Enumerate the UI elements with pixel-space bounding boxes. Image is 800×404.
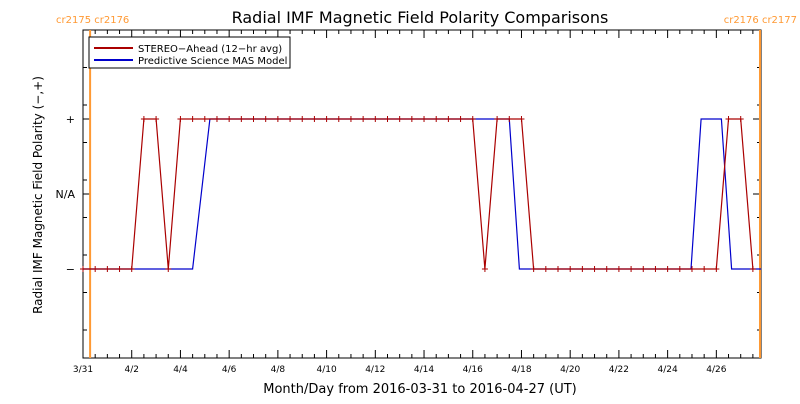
- data-point: [615, 266, 622, 272]
- data-point: [299, 116, 306, 122]
- data-point: [542, 266, 549, 272]
- data-point: [469, 116, 476, 122]
- data-point: [238, 116, 245, 122]
- data-point: [506, 116, 513, 122]
- legend-label-mas: Predictive Science MAS Model: [138, 56, 287, 67]
- data-point: [372, 116, 379, 122]
- data-point: [603, 266, 610, 272]
- x-tick-label: 4/22: [609, 365, 629, 375]
- data-point: [591, 266, 598, 272]
- x-tick-label: 3/31: [73, 365, 93, 375]
- data-point: [640, 266, 647, 272]
- data-point: [457, 116, 464, 122]
- data-point: [421, 116, 428, 122]
- x-tick-label: 4/16: [463, 365, 483, 375]
- data-point: [104, 266, 111, 272]
- data-point: [360, 116, 367, 122]
- data-point: [201, 116, 208, 122]
- data-point: [408, 116, 415, 122]
- data-point: [494, 116, 501, 122]
- carrington-label-left: cr2175 cr2176: [56, 15, 129, 26]
- data-point: [262, 116, 269, 122]
- data-point: [250, 116, 257, 122]
- chart-title: Radial IMF Magnetic Field Polarity Compa…: [232, 8, 609, 27]
- data-point: [335, 116, 342, 122]
- data-point: [189, 116, 196, 122]
- x-tick-label: 4/18: [511, 365, 531, 375]
- legend-box: [88, 36, 291, 69]
- data-point: [287, 116, 294, 122]
- x-tick-label: 4/2: [124, 365, 138, 375]
- data-point: [274, 116, 281, 122]
- data-point: [579, 266, 586, 272]
- legend: STEREO−Ahead (12−hr avg) Predictive Scie…: [88, 36, 291, 69]
- data-point: [749, 266, 756, 272]
- data-point: [628, 266, 635, 272]
- data-point: [116, 266, 123, 272]
- data-point: [140, 116, 147, 122]
- data-point: [165, 266, 172, 272]
- data-point: [80, 266, 86, 272]
- data-point: [481, 266, 488, 272]
- data-point: [177, 116, 184, 122]
- data-point: [555, 266, 562, 272]
- y-tick-label: −: [66, 263, 75, 276]
- data-point: [664, 266, 671, 272]
- data-point: [323, 116, 330, 122]
- data-point: [347, 116, 354, 122]
- y-tick-label: +: [66, 113, 75, 126]
- x-tick-label: 4/26: [706, 365, 726, 375]
- x-tick-label: 4/14: [414, 365, 434, 375]
- legend-label-stereo: STEREO−Ahead (12−hr avg): [138, 44, 282, 55]
- data-point: [713, 266, 720, 272]
- data-point: [445, 116, 452, 122]
- data-point: [153, 116, 160, 122]
- data-point: [567, 266, 574, 272]
- data-point: [737, 116, 744, 122]
- x-axis-label: Month/Day from 2016-03-31 to 2016-04-27 …: [263, 382, 576, 397]
- data-point: [92, 266, 99, 272]
- data-point: [688, 266, 695, 272]
- data-point: [652, 266, 659, 272]
- data-point: [213, 116, 220, 122]
- carrington-label-right: cr2176 cr2177: [724, 15, 797, 26]
- data-point: [433, 116, 440, 122]
- x-tick-label: 4/6: [222, 365, 237, 375]
- data-point: [396, 116, 403, 122]
- x-tick-label: 4/10: [316, 365, 336, 375]
- y-tick-label: N/A: [56, 188, 76, 201]
- x-tick-label: 4/4: [173, 365, 188, 375]
- data-point: [311, 116, 318, 122]
- x-tick-label: 4/8: [271, 365, 286, 375]
- data-point: [701, 266, 708, 272]
- y-axis-label: Radial IMF Magnetic Field Polarity (−,+): [31, 76, 45, 314]
- x-tick-label: 4/24: [658, 365, 678, 375]
- data-point: [725, 116, 732, 122]
- x-tick-label: 4/20: [560, 365, 580, 375]
- data-point: [128, 266, 135, 272]
- data-point: [676, 266, 683, 272]
- data-point: [226, 116, 233, 122]
- x-tick-label: 4/12: [365, 365, 385, 375]
- data-point: [530, 266, 537, 272]
- data-point: [384, 116, 391, 122]
- data-point: [518, 116, 525, 122]
